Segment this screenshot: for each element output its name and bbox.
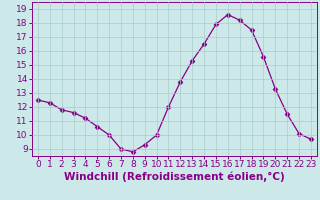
X-axis label: Windchill (Refroidissement éolien,°C): Windchill (Refroidissement éolien,°C) <box>64 172 285 182</box>
